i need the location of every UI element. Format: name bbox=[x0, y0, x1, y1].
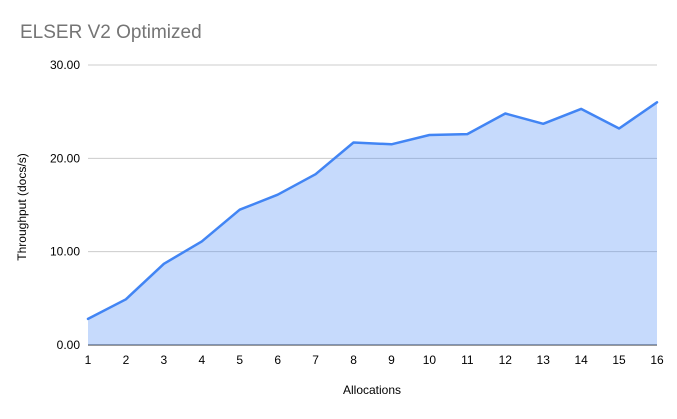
x-tick-label: 12 bbox=[499, 353, 513, 367]
x-tick-label: 16 bbox=[650, 353, 664, 367]
x-tick-label: 3 bbox=[161, 353, 168, 367]
x-tick-label: 5 bbox=[236, 353, 243, 367]
x-tick-label: 1 bbox=[85, 353, 92, 367]
series-line bbox=[86, 101, 659, 321]
x-tick-label: 10 bbox=[423, 353, 437, 367]
x-tick-label: 15 bbox=[612, 353, 626, 367]
x-tick-label: 14 bbox=[574, 353, 588, 367]
x-tick-label: 9 bbox=[388, 353, 395, 367]
x-tick-label: 4 bbox=[198, 353, 205, 367]
x-tick-label: 7 bbox=[312, 353, 319, 367]
x-tick-label: 6 bbox=[274, 353, 281, 367]
x-axis-title: Allocations bbox=[342, 383, 402, 397]
y-tick-label: 10.00 bbox=[50, 245, 80, 259]
y-tick-label: 20.00 bbox=[50, 151, 80, 165]
area-fill bbox=[88, 102, 657, 345]
x-tick-label: 11 bbox=[461, 353, 474, 367]
x-tick-label: 13 bbox=[537, 353, 551, 367]
x-tick-label: 8 bbox=[350, 353, 357, 367]
chart-title: ELSER V2 Optimized bbox=[20, 22, 202, 43]
y-tick-label: 0.00 bbox=[57, 338, 81, 352]
y-tick-label: 30.00 bbox=[50, 58, 80, 72]
x-tick-label: 2 bbox=[123, 353, 130, 367]
